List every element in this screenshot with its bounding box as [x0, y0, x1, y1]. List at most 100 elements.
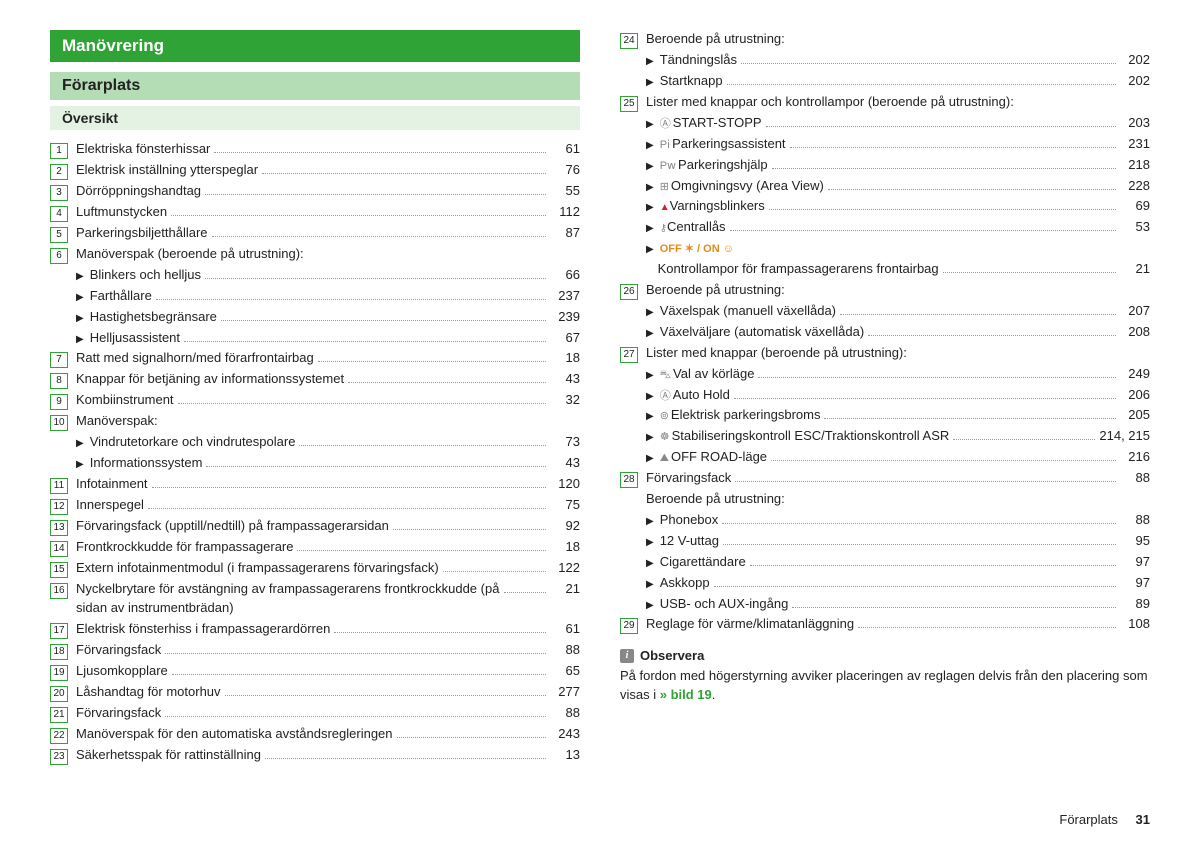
page-ref: 21 — [550, 580, 580, 599]
page-ref: 239 — [550, 308, 580, 327]
entry-label: Elektriska fönsterhissar — [76, 140, 210, 159]
page-ref: 218 — [1120, 156, 1150, 175]
bild-link[interactable]: » bild 19 — [660, 687, 712, 702]
entry-label: Infotainment — [76, 475, 148, 494]
toc-entry: 23Säkerhetsspak för rattinställning13 — [50, 746, 580, 765]
page-ref: 55 — [550, 182, 580, 201]
leader — [758, 377, 1116, 378]
entry-label: Manöverspak för den automatiska avstånds… — [76, 725, 393, 744]
page-ref: 65 — [550, 662, 580, 681]
entry-label: Auto Hold — [673, 386, 730, 405]
entry-label: Frontkrockkudde för frampassagerare — [76, 538, 293, 557]
bullet-icon: ▶ — [646, 536, 654, 551]
entry-label: Val av körläge — [673, 365, 754, 384]
sub-entry: ▶☸Stabiliseringskontroll ESC/Traktionsko… — [620, 427, 1150, 446]
note-body: På fordon med högerstyrning avviker plac… — [620, 667, 1150, 703]
bullet-icon: ▶ — [646, 599, 654, 614]
entry-label: Askkopp — [660, 574, 710, 593]
entry-number: 29 — [620, 618, 638, 634]
leader — [152, 487, 546, 488]
page-ref: 207 — [1120, 302, 1150, 321]
page-ref: 69 — [1120, 197, 1150, 216]
entry-label: Säkerhetsspak för rattinställning — [76, 746, 261, 765]
offroad-icon: ⛰ — [660, 452, 669, 464]
bullet-icon: ▶ — [646, 515, 654, 530]
toc-entry: 29 Reglage för värme/klimatanläggning 108 — [620, 615, 1150, 634]
sub-entry: ▶Cigarettändare97 — [620, 553, 1150, 572]
entry-label: Parkeringshjälp — [678, 156, 768, 175]
page-ref: 228 — [1120, 177, 1150, 196]
bullet-icon: ▶ — [646, 76, 654, 91]
page-ref: 66 — [550, 266, 580, 285]
leader — [393, 529, 546, 530]
toc-entry: 5Parkeringsbiljetthållare87 — [50, 224, 580, 243]
page-ref: 214, 215 — [1099, 427, 1150, 446]
heading-sub: Förarplats — [50, 72, 580, 100]
bullet-icon: ▶ — [646, 222, 654, 237]
entry-label: Cigarettändare — [660, 553, 746, 572]
leader — [840, 314, 1116, 315]
entry-number: 8 — [50, 373, 68, 389]
page-ref: 112 — [550, 203, 580, 222]
page-ref: 43 — [550, 454, 580, 473]
entry-number: 22 — [50, 728, 68, 744]
entry-number: 13 — [50, 520, 68, 536]
esc-icon: ☸ — [660, 431, 670, 443]
leader — [766, 126, 1116, 127]
sub-entry: ▶Phonebox88 — [620, 511, 1150, 530]
left-column: Manövrering Förarplats Översikt 1Elektri… — [50, 30, 580, 767]
entry-number: 12 — [50, 499, 68, 515]
leader — [727, 84, 1116, 85]
page-ref: 43 — [550, 370, 580, 389]
sub-entry: ▶Tändningslås202 — [620, 51, 1150, 70]
leader — [212, 236, 546, 237]
entry-number: 5 — [50, 227, 68, 243]
page: Manövrering Förarplats Översikt 1Elektri… — [50, 30, 1150, 767]
entry-label: Manöverspak: — [76, 412, 158, 431]
page-ref: 75 — [550, 496, 580, 515]
page-ref: 67 — [550, 329, 580, 348]
leader — [868, 335, 1116, 336]
note-heading: i Observera — [620, 648, 1150, 663]
toc-entry: 16Nyckelbrytare för avstängning av framp… — [50, 580, 580, 618]
entry-number: 24 — [620, 33, 638, 49]
entry-number: 21 — [50, 707, 68, 723]
epb-icon: ⊚ — [660, 410, 669, 422]
entry-label: Vindrutetorkare och vindrutespolare — [90, 433, 296, 452]
entry-label: Startknapp — [660, 72, 723, 91]
sub-entry: ▶⊞Omgivningsvy (Area View)228 — [620, 177, 1150, 196]
right-list: 24 Beroende på utrustning: ▶Tändningslås20… — [620, 30, 1150, 634]
leader — [741, 63, 1116, 64]
entry-number: 20 — [50, 686, 68, 702]
entry-label: Elektrisk parkeringsbroms — [671, 406, 821, 425]
leader — [953, 439, 1095, 440]
page-ref: 216 — [1120, 448, 1150, 467]
entry-label: Farthållare — [90, 287, 152, 306]
bullet-icon: ▶ — [646, 139, 654, 154]
leader — [262, 173, 546, 174]
toc-entry: 17Elektrisk fönsterhiss i frampassagerar… — [50, 620, 580, 639]
entry-label: Parkeringsbiljetthållare — [76, 224, 208, 243]
entry-number: 28 — [620, 472, 638, 488]
entry-label: Reglage för värme/klimatanläggning — [646, 615, 854, 634]
sub-entry: ▶⚷ Centrallås53 — [620, 218, 1150, 237]
toc-entry: 7Ratt med signalhorn/med förarfrontairba… — [50, 349, 580, 368]
page-ref: 203 — [1120, 114, 1150, 133]
sub-entry: ▶⛍Val av körläge249 — [620, 365, 1150, 384]
toc-entry: 4Luftmunstycken112 — [50, 203, 580, 222]
entry-label: Beroende på utrustning: — [646, 281, 785, 300]
entry-label: Extern infotainmentmodul (i frampassager… — [76, 559, 439, 578]
sub-entry: ▶Startknapp202 — [620, 72, 1150, 91]
toc-entry: 6Manöverspak (beroende på utrustning): — [50, 245, 580, 264]
hazard-icon: ▲ — [660, 202, 670, 213]
page-ref: 202 — [1120, 51, 1150, 70]
info-icon: i — [620, 649, 634, 663]
entry-number: 17 — [50, 623, 68, 639]
entry-number: 10 — [50, 415, 68, 431]
bullet-icon: ▶ — [646, 160, 654, 175]
leader — [165, 716, 546, 717]
leader — [165, 653, 546, 654]
page-ref: 108 — [1120, 615, 1150, 634]
page-ref: 18 — [550, 538, 580, 557]
footer-label: Förarplats — [1059, 812, 1118, 827]
